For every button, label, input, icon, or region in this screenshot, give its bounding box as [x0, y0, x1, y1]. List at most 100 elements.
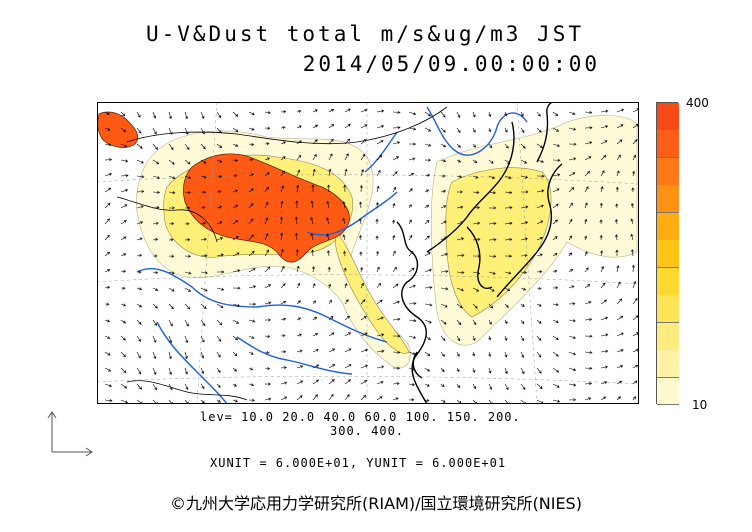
wind-arrow [248, 234, 254, 241]
wind-arrow [184, 175, 192, 179]
wind-arrow [136, 351, 141, 359]
legend-swatch [657, 103, 679, 131]
wind-arrow [504, 175, 512, 180]
wind-arrow [552, 319, 559, 324]
wind-arrow [343, 250, 347, 257]
wind-arrow [456, 335, 461, 342]
wind-arrow [520, 254, 528, 258]
wind-arrow [344, 108, 351, 113]
wind-arrow [264, 172, 270, 177]
wind-arrow [152, 367, 157, 375]
wind-arrow [184, 367, 188, 375]
wind-arrow [120, 236, 127, 241]
wind-arrow [616, 349, 624, 353]
wind-arrow [584, 110, 593, 114]
wind-arrow [584, 186, 589, 193]
wind-arrow [632, 139, 638, 145]
wind-arrow [392, 186, 397, 193]
wind-arrow [408, 267, 415, 273]
wind-arrow [488, 287, 495, 292]
wind-arrow [264, 142, 270, 146]
wind-arrow [328, 138, 334, 145]
wind-arrow [472, 303, 478, 309]
wind-arrow [168, 287, 175, 292]
legend-swatch [657, 295, 679, 324]
wind-arrow [216, 159, 223, 163]
wind-arrow [120, 303, 127, 307]
wind-arrow [264, 201, 269, 209]
wind-arrow [184, 111, 188, 120]
wind-arrow [232, 351, 238, 357]
wind-arrow [104, 351, 111, 356]
wind-arrow [616, 298, 623, 305]
wind-arrow [632, 380, 638, 385]
wind-arrow [312, 316, 318, 321]
wind-arrow [456, 253, 465, 257]
wind-arrow [232, 399, 238, 403]
wind-arrow [216, 351, 221, 358]
legend-swatch [657, 212, 679, 241]
wind-arrow [599, 234, 603, 241]
grid-line [196, 102, 218, 404]
wind-arrow [424, 367, 431, 372]
wind-arrow [376, 109, 385, 113]
wind-arrow [504, 319, 508, 325]
wind-arrow [424, 268, 432, 273]
wind-arrow [392, 397, 399, 401]
wind-arrow [630, 218, 634, 225]
wind-arrow [440, 236, 448, 241]
wind-arrow [168, 319, 173, 327]
wind-arrow [344, 283, 348, 289]
wind-arrow [328, 108, 335, 113]
wind-arrow [344, 123, 351, 129]
wind-arrow [184, 238, 191, 242]
wind-arrow [344, 348, 352, 353]
wind-arrow [264, 334, 271, 338]
wind-arrow [520, 303, 525, 307]
wind-arrow [424, 204, 430, 209]
wind-arrow [520, 367, 525, 375]
wind-arrow [424, 285, 433, 290]
wind-arrow [536, 127, 542, 133]
wind-arrow [568, 187, 575, 193]
wind-arrow [232, 220, 239, 225]
wind-arrow [120, 159, 129, 163]
wind-arrow [311, 184, 315, 193]
wind-arrow [472, 319, 477, 326]
wind-arrow [552, 399, 561, 403]
wind-arrow [408, 204, 412, 209]
wind-arrow [280, 185, 285, 193]
wind-arrow [104, 251, 111, 257]
wind-arrow [600, 155, 607, 161]
wind-arrow [184, 351, 188, 360]
wind-arrow [424, 127, 432, 132]
wind-arrow [552, 269, 558, 273]
wind-arrow [584, 350, 593, 355]
wind-arrow [216, 127, 222, 134]
wind-arrow [520, 175, 529, 179]
wind-arrow [232, 204, 239, 209]
wind-arrow [456, 270, 465, 275]
wind-arrow [552, 219, 558, 225]
wind-arrow [424, 351, 431, 356]
wind-arrow [248, 285, 257, 289]
wind-arrow [264, 397, 272, 401]
wind-arrow [615, 186, 619, 193]
wind-arrow [392, 171, 398, 177]
wind-arrow [248, 335, 255, 339]
wind-arrow [120, 383, 128, 389]
wind-arrow [280, 283, 286, 289]
wind-arrow [424, 335, 431, 340]
wind-arrow [616, 281, 621, 289]
wind-arrow [312, 124, 319, 129]
wind-arrow [104, 302, 110, 306]
wind-arrow [120, 188, 129, 193]
wind-arrow [104, 399, 113, 403]
wind-arrow [312, 379, 319, 385]
wind-arrow [296, 365, 304, 369]
wind-arrow [504, 303, 509, 308]
wind-arrow [232, 335, 239, 341]
wind-arrow [504, 237, 513, 242]
wind-arrow [216, 253, 224, 257]
wind-arrow [520, 335, 524, 342]
